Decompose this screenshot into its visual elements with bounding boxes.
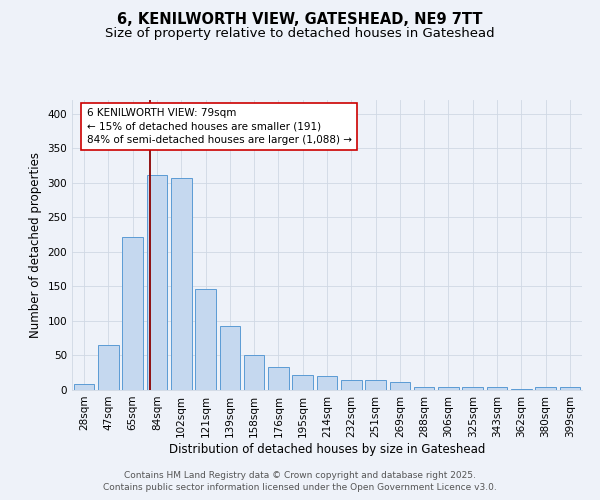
Bar bbox=[98, 345, 119, 390]
Text: 6 KENILWORTH VIEW: 79sqm
← 15% of detached houses are smaller (191)
84% of semi-: 6 KENILWORTH VIEW: 79sqm ← 15% of detach… bbox=[86, 108, 352, 144]
Bar bbox=[317, 376, 337, 390]
Bar bbox=[195, 289, 216, 390]
Bar bbox=[74, 384, 94, 390]
Bar bbox=[365, 380, 386, 390]
Bar bbox=[122, 236, 143, 390]
Bar bbox=[171, 178, 191, 390]
Bar bbox=[463, 387, 483, 390]
Bar bbox=[535, 387, 556, 390]
Bar bbox=[414, 387, 434, 390]
Bar bbox=[487, 387, 508, 390]
Bar bbox=[146, 174, 167, 390]
Bar bbox=[389, 382, 410, 390]
Bar bbox=[560, 387, 580, 390]
Bar bbox=[292, 375, 313, 390]
Bar bbox=[220, 326, 240, 390]
Bar bbox=[341, 380, 362, 390]
Text: Size of property relative to detached houses in Gateshead: Size of property relative to detached ho… bbox=[105, 28, 495, 40]
Text: Contains HM Land Registry data © Crown copyright and database right 2025.
Contai: Contains HM Land Registry data © Crown c… bbox=[103, 471, 497, 492]
Bar bbox=[244, 356, 265, 390]
Y-axis label: Number of detached properties: Number of detached properties bbox=[29, 152, 42, 338]
X-axis label: Distribution of detached houses by size in Gateshead: Distribution of detached houses by size … bbox=[169, 442, 485, 456]
Text: 6, KENILWORTH VIEW, GATESHEAD, NE9 7TT: 6, KENILWORTH VIEW, GATESHEAD, NE9 7TT bbox=[117, 12, 483, 28]
Bar bbox=[438, 386, 459, 390]
Bar bbox=[268, 366, 289, 390]
Bar bbox=[511, 388, 532, 390]
